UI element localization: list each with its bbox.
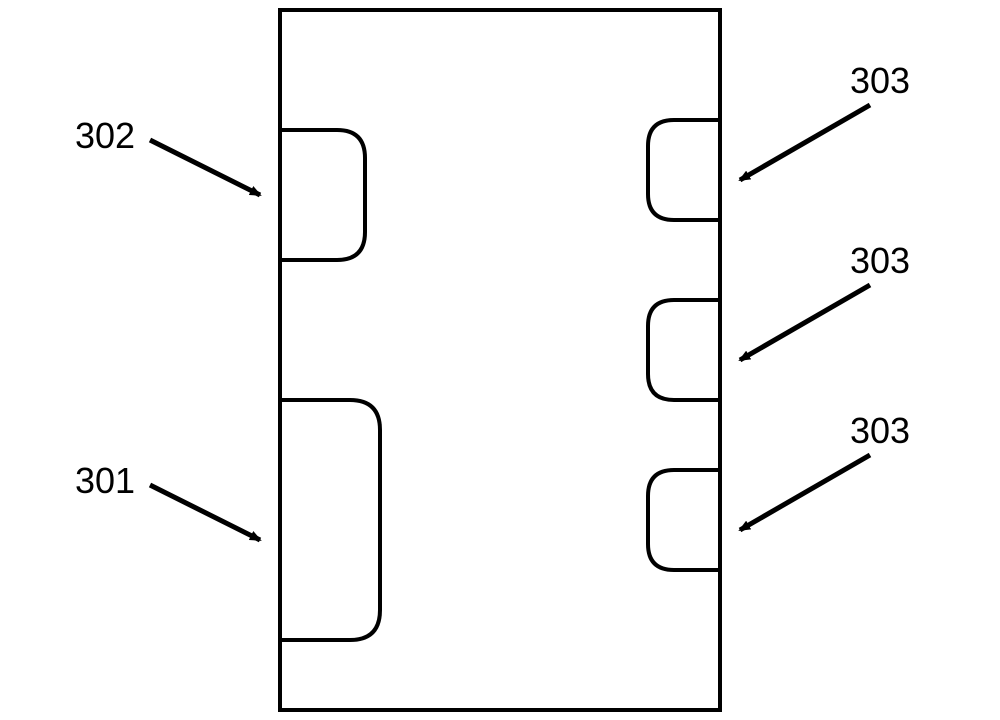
label-303a: 303 xyxy=(850,60,910,102)
label-303c: 303 xyxy=(850,410,910,452)
arrow-303a xyxy=(740,105,870,180)
diagram-svg xyxy=(0,0,1000,720)
label-302: 302 xyxy=(75,115,135,157)
diagram-canvas: 302 301 303 303 303 xyxy=(0,0,1000,720)
303c-shape xyxy=(648,470,720,570)
arrow-301 xyxy=(150,485,260,540)
303b-shape xyxy=(648,300,720,400)
303a-shape xyxy=(648,120,720,220)
arrow-303b xyxy=(740,285,870,360)
outer-rect xyxy=(280,10,720,710)
301-shape xyxy=(280,400,380,640)
arrow-302 xyxy=(150,140,260,195)
arrow-303c xyxy=(740,455,870,530)
label-303b: 303 xyxy=(850,240,910,282)
label-301: 301 xyxy=(75,460,135,502)
302-shape xyxy=(280,130,365,260)
